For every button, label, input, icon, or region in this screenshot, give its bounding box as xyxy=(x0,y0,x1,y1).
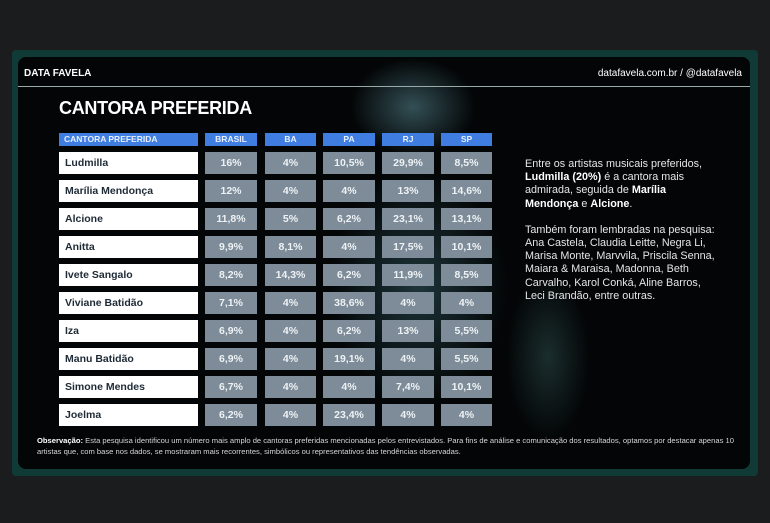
column-header: PA xyxy=(323,133,375,146)
contact-label: datafavela.com.br / @datafavela xyxy=(597,68,742,79)
row-name: Joelma xyxy=(59,404,198,426)
footnote-text: Esta pesquisa identificou um número mais… xyxy=(37,436,734,456)
value-cell: 13% xyxy=(382,180,434,202)
value-cell: 4% xyxy=(441,404,492,426)
value-cell: 16% xyxy=(205,152,257,174)
also-mentioned: Também foram lembradas na pesquisa: Ana … xyxy=(525,223,715,302)
value-cell: 5,5% xyxy=(441,320,492,342)
divider xyxy=(18,86,750,87)
value-cell: 6,2% xyxy=(205,404,257,426)
value-cell: 4% xyxy=(382,404,434,426)
row-name: Ludmilla xyxy=(59,152,198,174)
column-header: BRASIL xyxy=(205,133,257,146)
value-cell: 4% xyxy=(382,348,434,370)
value-cell: 8,5% xyxy=(441,264,492,286)
row-name: Marília Mendonça xyxy=(59,180,198,202)
background-photo xyxy=(248,57,608,469)
row-name: Viviane Batidão xyxy=(59,292,198,314)
value-cell: 4% xyxy=(323,180,375,202)
value-cell: 38,6% xyxy=(323,292,375,314)
value-cell: 4% xyxy=(265,292,316,314)
value-cell: 23,1% xyxy=(382,208,434,230)
value-cell: 23,4% xyxy=(323,404,375,426)
value-cell: 8,1% xyxy=(265,236,316,258)
value-cell: 6,2% xyxy=(323,208,375,230)
summary-text: Entre os artistas musicais preferidos, L… xyxy=(525,158,715,316)
page-title: CANTORA PREFERIDA xyxy=(59,98,252,118)
value-cell: 4% xyxy=(323,376,375,398)
value-cell: 4% xyxy=(265,152,316,174)
value-cell: 6,2% xyxy=(323,320,375,342)
row-name: Iza xyxy=(59,320,198,342)
value-cell: 4% xyxy=(265,320,316,342)
column-header: RJ xyxy=(382,133,434,146)
value-cell: 7,1% xyxy=(205,292,257,314)
value-cell: 4% xyxy=(265,404,316,426)
value-cell: 5,5% xyxy=(441,348,492,370)
value-cell: 13% xyxy=(382,320,434,342)
value-cell: 4% xyxy=(265,376,316,398)
value-cell: 6,9% xyxy=(205,320,257,342)
row-name: Alcione xyxy=(59,208,198,230)
column-header: BA xyxy=(265,133,316,146)
brand-label: DATA FAVELA xyxy=(24,68,92,79)
summary-highlight: Alcione xyxy=(590,197,630,210)
value-cell: 8,2% xyxy=(205,264,257,286)
row-name: Anitta xyxy=(59,236,198,258)
row-name: Manu Batidão xyxy=(59,348,198,370)
value-cell: 4% xyxy=(265,180,316,202)
column-header: CANTORA PREFERIDA xyxy=(59,133,198,146)
value-cell: 7,4% xyxy=(382,376,434,398)
value-cell: 17,5% xyxy=(382,236,434,258)
value-cell: 6,7% xyxy=(205,376,257,398)
value-cell: 4% xyxy=(382,292,434,314)
summary-highlight: Marília Mendonça xyxy=(525,184,667,210)
value-cell: 6,2% xyxy=(323,264,375,286)
value-cell: 10,1% xyxy=(441,376,492,398)
summary-text-part: é a cantora mais admirada, seguida de xyxy=(525,171,685,197)
value-cell: 8,5% xyxy=(441,152,492,174)
value-cell: 19,1% xyxy=(323,348,375,370)
infographic-card: DATA FAVELA datafavela.com.br / @datafav… xyxy=(18,57,750,469)
summary-text-part: Entre os artistas musicais preferidos, xyxy=(525,158,703,170)
value-cell: 10,5% xyxy=(323,152,375,174)
footnote: Observação: Esta pesquisa identificou um… xyxy=(37,435,737,457)
value-cell: 5% xyxy=(265,208,316,230)
value-cell: 13,1% xyxy=(441,208,492,230)
value-cell: 4% xyxy=(265,348,316,370)
value-cell: 11,9% xyxy=(382,264,434,286)
summary-highlight: Ludmilla (20%) xyxy=(525,171,602,184)
value-cell: 4% xyxy=(323,236,375,258)
value-cell: 12% xyxy=(205,180,257,202)
row-name: Ivete Sangalo xyxy=(59,264,198,286)
value-cell: 14,6% xyxy=(441,180,492,202)
value-cell: 11,8% xyxy=(205,208,257,230)
value-cell: 4% xyxy=(441,292,492,314)
column-header: SP xyxy=(441,133,492,146)
summary-text-part: e xyxy=(578,197,591,210)
row-name: Simone Mendes xyxy=(59,376,198,398)
value-cell: 9,9% xyxy=(205,236,257,258)
summary-text-part: . xyxy=(629,197,633,210)
value-cell: 29,9% xyxy=(382,152,434,174)
footnote-label: Observação: xyxy=(37,436,84,445)
value-cell: 6,9% xyxy=(205,348,257,370)
value-cell: 10,1% xyxy=(441,236,492,258)
value-cell: 14,3% xyxy=(265,264,316,286)
